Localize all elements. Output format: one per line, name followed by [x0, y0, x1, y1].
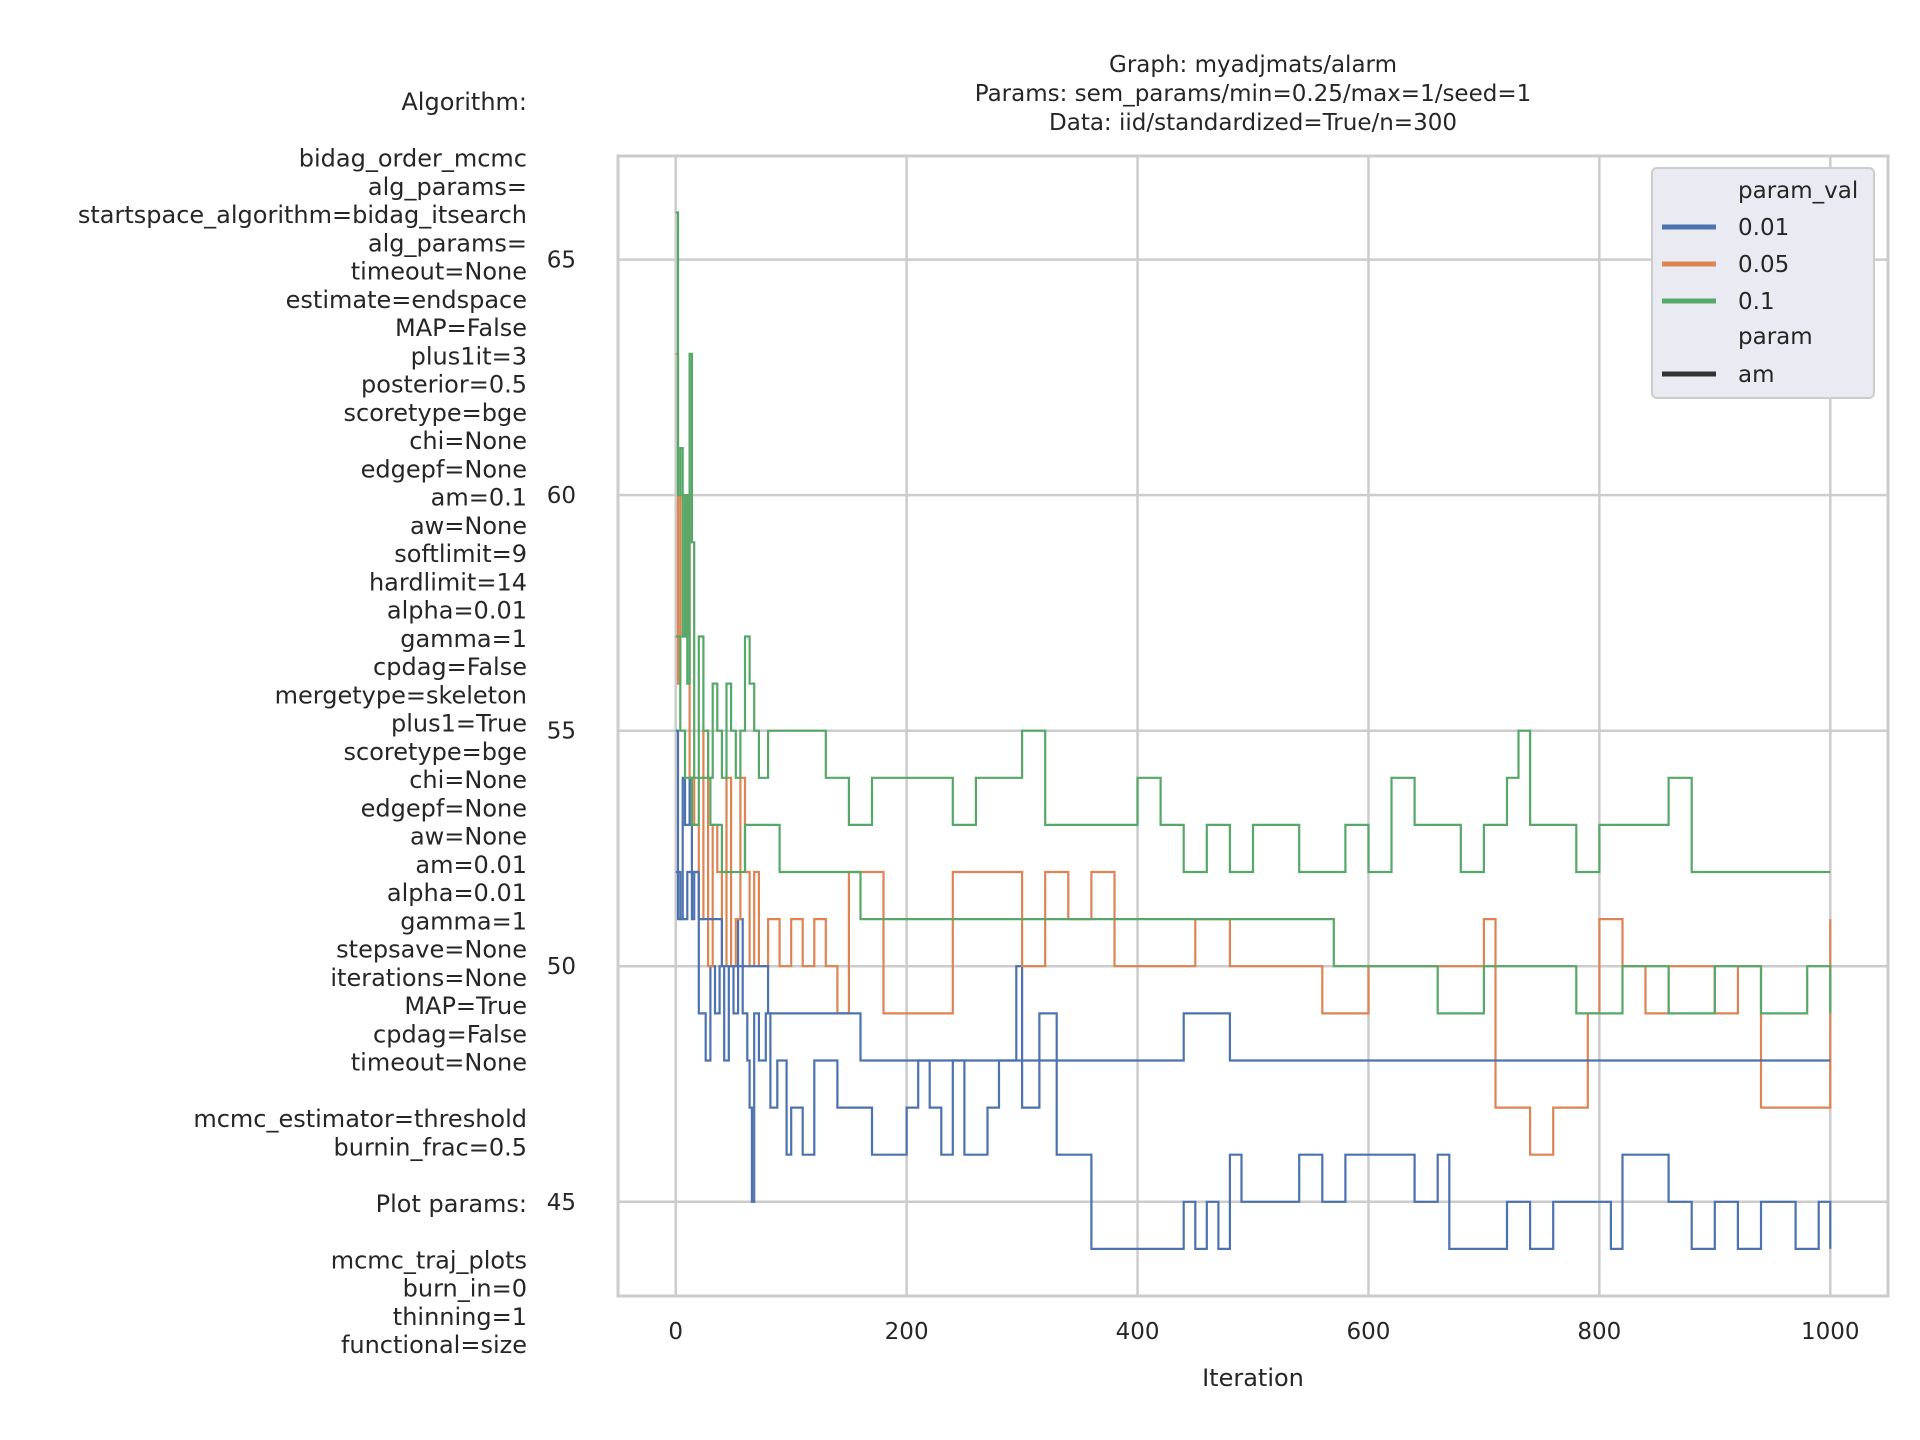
- y-tick-label: 45: [547, 1190, 576, 1216]
- side-text-line: bidag_order_mcmc: [299, 145, 527, 173]
- side-text-line: stepsave=None: [336, 936, 527, 964]
- side-text-line: mcmc_traj_plots: [331, 1246, 527, 1274]
- side-text-line: posterior=0.5: [361, 371, 527, 399]
- side-text-line: aw=None: [410, 512, 527, 540]
- x-axis-label: Iteration: [1202, 1364, 1304, 1392]
- side-text-line: scoretype=bge: [344, 399, 527, 427]
- legend: param_val 0.01 0.05 0.1 param am: [1651, 167, 1875, 399]
- side-text-line: alg_params=: [368, 173, 527, 201]
- y-tick-label: 65: [547, 248, 576, 274]
- side-annotation: Algorithm:bidag_order_mcmcalg_params=sta…: [78, 88, 527, 1359]
- series-line-0.05: [675, 352, 1832, 1156]
- legend-entry: 0.01: [1738, 215, 1789, 241]
- y-tick-label: 60: [547, 483, 576, 509]
- side-text-line: gamma=1: [400, 625, 527, 653]
- x-tick-label: 200: [885, 1319, 929, 1345]
- side-text-line: cpdag=False: [373, 653, 527, 681]
- side-text-line: chi=None: [409, 766, 527, 794]
- x-tick-label: 0: [668, 1319, 683, 1345]
- series-line-0.1: [675, 635, 1832, 1015]
- side-text-line: gamma=1: [400, 907, 527, 935]
- legend-style-entry: am: [1738, 362, 1775, 388]
- side-text-line: cpdag=False: [373, 1020, 527, 1048]
- legend-entry: 0.05: [1738, 252, 1789, 278]
- side-text-line: am=0.01: [415, 851, 527, 879]
- side-text-line: Plot params:: [376, 1190, 527, 1218]
- side-text-line: startspace_algorithm=bidag_itsearch: [78, 201, 527, 229]
- side-text-line: alg_params=: [368, 229, 527, 257]
- side-text-line: plus1it=3: [411, 342, 527, 370]
- x-tick-label: 600: [1347, 1319, 1391, 1345]
- side-text-line: softlimit=9: [394, 540, 527, 568]
- side-text-line: timeout=None: [351, 1049, 527, 1077]
- title-line: Graph: myadjmats/alarm: [1109, 52, 1397, 78]
- side-text-line: burn_in=0: [403, 1275, 527, 1303]
- side-text-line: Algorithm:: [401, 88, 527, 116]
- side-text-line: thinning=1: [393, 1303, 527, 1331]
- series-line-0.01: [675, 870, 1831, 1062]
- side-text-line: burnin_frac=0.5: [334, 1133, 527, 1161]
- y-tick-label: 55: [547, 719, 576, 745]
- side-text-line: plus1=True: [391, 710, 527, 738]
- side-text-line: mcmc_estimator=threshold: [193, 1105, 527, 1133]
- x-tick-label: 400: [1116, 1319, 1160, 1345]
- side-text-line: iterations=None: [330, 964, 527, 992]
- y-tick-label: 50: [547, 954, 576, 980]
- x-tick-label: 1000: [1801, 1319, 1860, 1345]
- side-text-line: hardlimit=14: [369, 568, 527, 596]
- side-text-line: functional=size: [341, 1331, 527, 1359]
- x-tick-label: 800: [1577, 1319, 1621, 1345]
- legend-subtitle: param: [1738, 324, 1813, 350]
- side-text-line: alpha=0.01: [387, 597, 527, 625]
- side-text-line: am=0.1: [431, 484, 527, 512]
- legend-title: param_val: [1738, 178, 1858, 204]
- title-line: Params: sem_params/min=0.25/max=1/seed=1: [975, 81, 1532, 107]
- chart-title: Graph: myadjmats/alarm Params: sem_params…: [975, 52, 1532, 136]
- side-text-line: mergetype=skeleton: [275, 681, 527, 709]
- side-text-line: alpha=0.01: [387, 879, 527, 907]
- side-text-line: MAP=False: [395, 314, 527, 342]
- legend-entry: 0.1: [1738, 289, 1775, 315]
- side-text-line: timeout=None: [351, 258, 527, 286]
- side-text-line: chi=None: [409, 427, 527, 455]
- side-text-line: MAP=True: [404, 992, 527, 1020]
- side-text-line: aw=None: [410, 823, 527, 851]
- plot-frame: [616, 154, 1890, 1298]
- side-text-line: estimate=endspace: [286, 286, 527, 314]
- side-text-line: edgepf=None: [361, 455, 527, 483]
- series-line-0.1: [675, 211, 1831, 874]
- title-line: Data: iid/standardized=True/n=300: [1049, 110, 1457, 136]
- side-text-line: scoretype=bge: [344, 738, 527, 766]
- side-text-line: edgepf=None: [361, 794, 527, 822]
